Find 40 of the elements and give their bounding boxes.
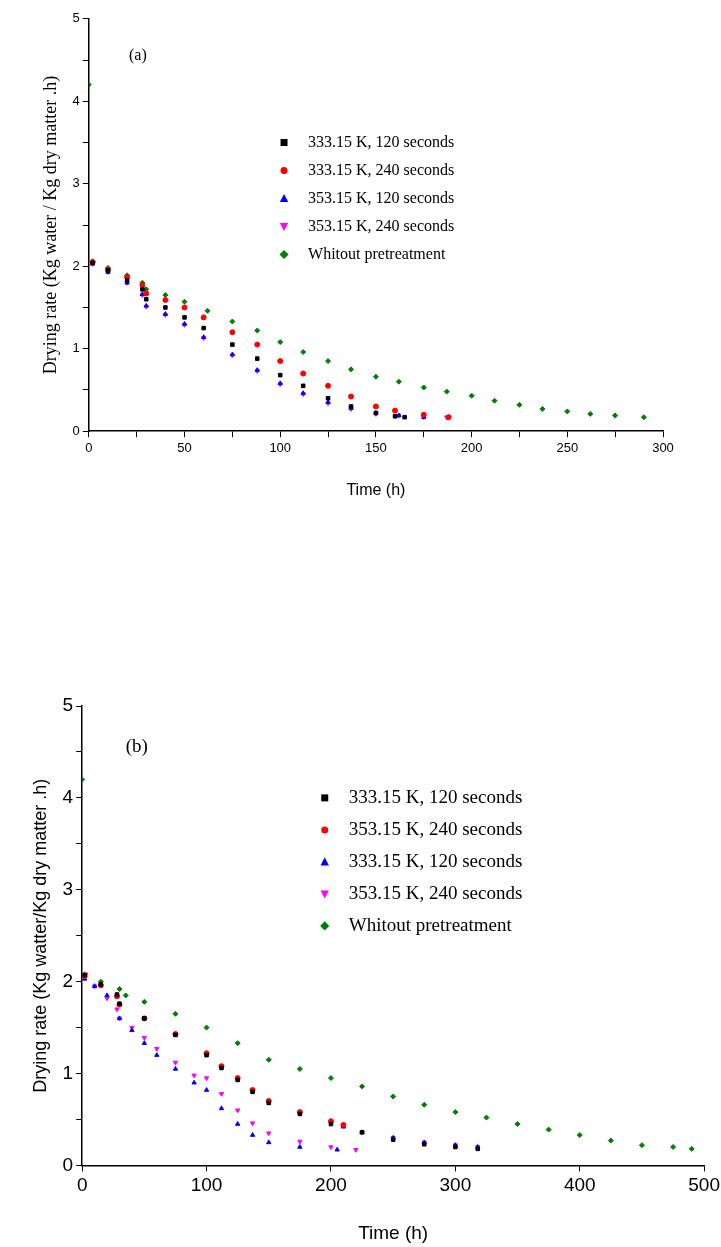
x-tick-label: 0	[85, 439, 93, 455]
legend-label: 333.15 K, 240 seconds	[308, 160, 455, 178]
y-tick-label: 4	[62, 786, 74, 808]
y-tick-label: 3	[72, 175, 80, 191]
y-tick-label: 0	[62, 1153, 74, 1175]
y-tick-label: 5	[72, 10, 80, 26]
x-tick-label: 250	[556, 439, 579, 455]
y-tick-label: 1	[72, 340, 80, 356]
annotation: (a)	[129, 46, 147, 65]
y-axis-title: Drying rate (Kg water / Kg dry matter .h)	[39, 75, 61, 375]
x-tick-label: 300	[652, 439, 674, 455]
y-tick-label: 1	[62, 1061, 74, 1083]
x-tick-label: 150	[365, 439, 387, 455]
legend-label: 333.15 K, 120 seconds	[348, 785, 523, 807]
y-tick-label: 3	[62, 877, 74, 899]
x-tick-label: 100	[269, 439, 292, 455]
x-tick-label: 100	[190, 1174, 223, 1196]
x-axis-title: Time (h)	[346, 480, 406, 498]
legend-label: Whitout pretreatment	[348, 913, 513, 935]
x-tick-label: 300	[439, 1174, 472, 1196]
y-tick-label: 2	[62, 969, 74, 991]
x-tick-label: 200	[315, 1174, 347, 1196]
y-tick-label: 5	[62, 694, 74, 716]
y-axis-title: Drying rate (Kg watter/Kg dry matter .h)	[29, 778, 50, 1093]
y-tick-label: 0	[72, 422, 80, 438]
legend-label: 333.15 K, 120 seconds	[348, 849, 523, 871]
x-axis-title: Time (h)	[358, 1221, 429, 1243]
annotation: (b)	[125, 735, 148, 758]
x-tick-label: 500	[688, 1174, 720, 1196]
legend-label: 353.15 K, 120 seconds	[308, 188, 455, 206]
legend-label: Whitout pretreatment	[308, 244, 446, 263]
y-tick-label: 2	[72, 257, 80, 273]
legend-label: 353.15 K, 240 seconds	[348, 881, 523, 903]
y-tick-label: 4	[72, 92, 80, 108]
legend-label: 333.15 K, 120 seconds	[308, 132, 455, 150]
legend-label: 353.15 K, 240 seconds	[348, 817, 523, 839]
x-tick-label: 400	[563, 1174, 596, 1196]
legend-label: 353.15 K, 240 seconds	[308, 216, 455, 234]
x-tick-label: 200	[460, 439, 483, 455]
x-tick-label: 50	[177, 439, 192, 455]
